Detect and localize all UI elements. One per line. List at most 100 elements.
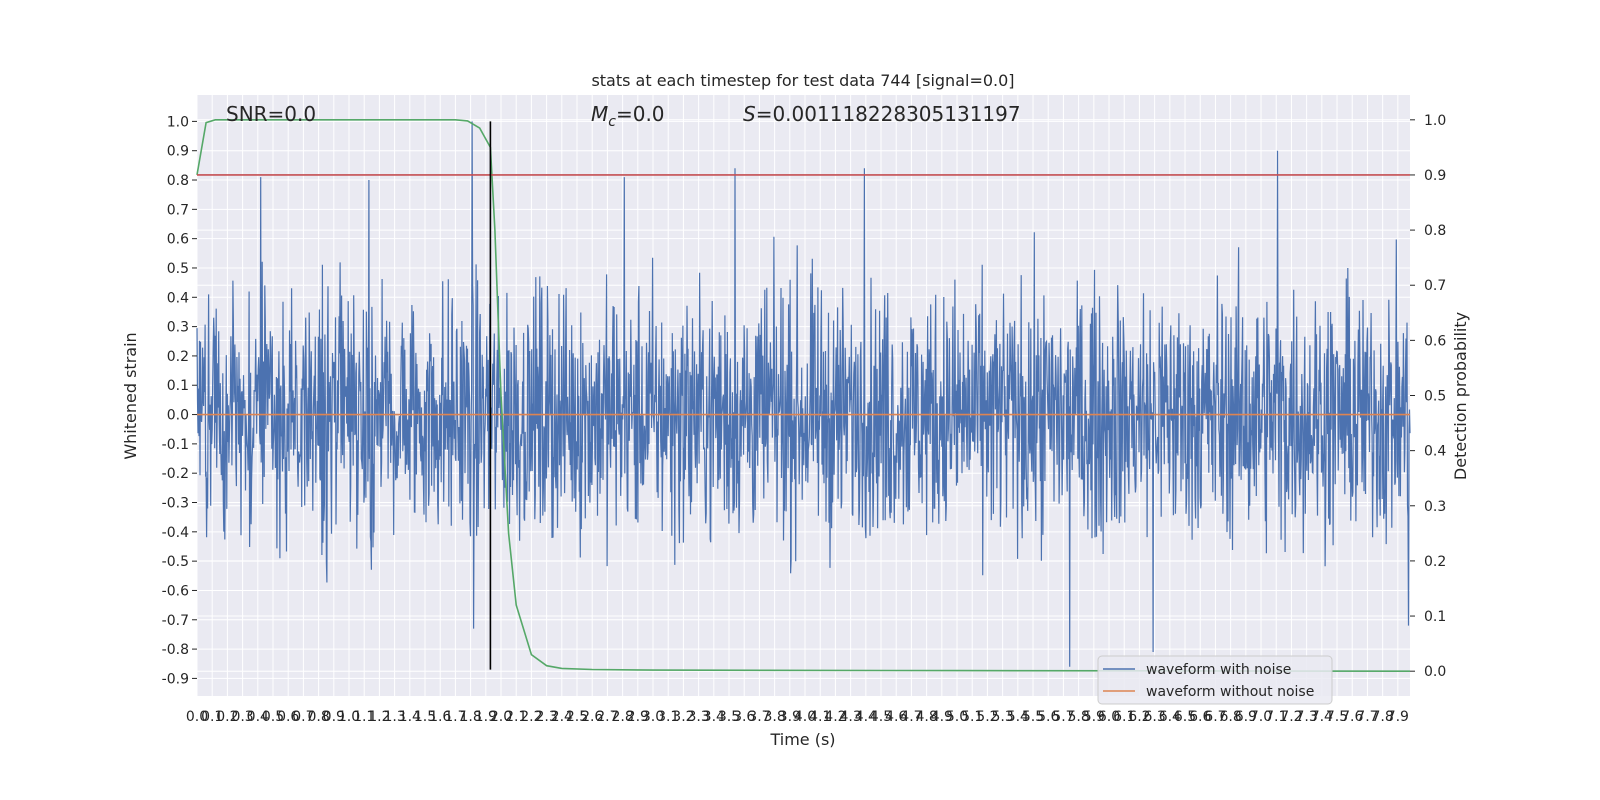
x-tick-label: 7.6 xyxy=(1341,709,1363,725)
x-tick-label: 1.9 xyxy=(475,709,497,725)
x-tick-label: 6.5 xyxy=(1174,709,1196,725)
y-tick-label-left: -0.8 xyxy=(162,642,189,658)
y-tick-label-right: 0.5 xyxy=(1424,389,1446,405)
x-tick-label: 5.5 xyxy=(1022,709,1044,725)
y-tick-label-left: 0.5 xyxy=(167,261,189,277)
x-tick-label: 3.2 xyxy=(672,709,694,725)
y-axis-label-right: Detection probability xyxy=(1451,312,1470,480)
legend-label-without-noise: waveform without noise xyxy=(1146,684,1314,700)
x-tick-label: 2.0 xyxy=(490,709,512,725)
x-tick-label: 6.8 xyxy=(1220,709,1242,725)
x-tick-label: 1.6 xyxy=(429,709,451,725)
y-tick-label-right: 0.8 xyxy=(1424,223,1446,239)
x-tick-label: 3.6 xyxy=(733,709,755,725)
detection-probability-line xyxy=(196,119,1411,672)
axes-layer: 0.00.10.20.30.40.50.60.70.80.91.01.11.21… xyxy=(162,113,1447,725)
x-tick-label: 7.5 xyxy=(1326,709,1348,725)
x-tick-label: 7.1 xyxy=(1265,709,1287,725)
x-tick-label: 0.6 xyxy=(277,709,299,725)
x-tick-label: 2.2 xyxy=(520,709,542,725)
data-layer xyxy=(196,119,1411,672)
y-tick-label-right: 1.0 xyxy=(1424,113,1446,129)
y-tick-label-right: 0.6 xyxy=(1424,333,1446,349)
x-tick-label: 4.3 xyxy=(839,709,861,725)
x-tick-label: 7.0 xyxy=(1250,709,1272,725)
x-tick-label: 4.5 xyxy=(870,709,892,725)
chart-title: stats at each timestep for test data 744… xyxy=(591,71,1014,90)
chirp-mass-subscript: c xyxy=(608,114,616,130)
x-tick-label: 1.7 xyxy=(444,709,466,725)
y-tick-label-left: 0.4 xyxy=(167,290,189,306)
y-tick-label-left: -0.2 xyxy=(162,466,189,482)
y-tick-label-left: 1.0 xyxy=(167,114,189,130)
x-tick-label: 3.8 xyxy=(763,709,785,725)
chirp-mass-symbol: M xyxy=(591,102,608,126)
x-tick-label: 2.3 xyxy=(535,709,557,725)
x-tick-label: 2.1 xyxy=(505,709,527,725)
x-tick-label: 6.2 xyxy=(1128,709,1150,725)
x-tick-label: 7.2 xyxy=(1280,709,1302,725)
x-tick-label: 5.9 xyxy=(1083,709,1105,725)
x-tick-label: 0.8 xyxy=(307,709,329,725)
x-tick-label: 5.8 xyxy=(1067,709,1089,725)
statistic-value: =0.001118228305131197 xyxy=(756,102,1021,126)
x-tick-label: 2.4 xyxy=(551,709,573,725)
x-tick-label: 3.0 xyxy=(642,709,664,725)
y-tick-label-right: 0.0 xyxy=(1424,664,1446,680)
x-tick-label: 0.2 xyxy=(216,709,238,725)
x-tick-label: 6.6 xyxy=(1189,709,1211,725)
y-tick-label-left: -0.4 xyxy=(162,525,189,541)
x-tick-label: 5.1 xyxy=(961,709,983,725)
y-tick-label-right: 0.4 xyxy=(1424,444,1446,460)
waveform-with-noise-line xyxy=(196,121,1411,667)
x-tick-label: 6.3 xyxy=(1143,709,1165,725)
x-tick-label: 1.5 xyxy=(414,709,436,725)
x-tick-label: 5.3 xyxy=(991,709,1013,725)
x-tick-label: 0.9 xyxy=(323,709,345,725)
x-tick-label: 2.7 xyxy=(596,709,618,725)
legend-label-with-noise: waveform with noise xyxy=(1146,662,1291,678)
x-tick-label: 3.7 xyxy=(748,709,770,725)
chirp-mass-annotation: Mc=0.0 xyxy=(591,102,665,130)
y-tick-label-left: 0.8 xyxy=(167,173,189,189)
x-tick-label: 1.2 xyxy=(368,709,390,725)
x-tick-label: 7.7 xyxy=(1356,709,1378,725)
y-tick-label-left: 0.0 xyxy=(167,408,189,424)
x-tick-label: 5.0 xyxy=(946,709,968,725)
x-tick-label: 2.5 xyxy=(566,709,588,725)
x-tick-label: 5.7 xyxy=(1052,709,1074,725)
y-tick-label-left: -0.3 xyxy=(162,496,189,512)
x-tick-label: 0.0 xyxy=(186,709,208,725)
x-tick-label: 0.1 xyxy=(201,709,223,725)
y-tick-label-right: 0.1 xyxy=(1424,609,1446,625)
x-tick-label: 1.1 xyxy=(353,709,375,725)
x-tick-label: 2.6 xyxy=(581,709,603,725)
y-tick-label-right: 0.9 xyxy=(1424,168,1446,184)
y-tick-label-right: 0.7 xyxy=(1424,278,1446,294)
x-tick-label: 3.5 xyxy=(718,709,740,725)
x-tick-label: 3.9 xyxy=(779,709,801,725)
x-tick-label: 4.8 xyxy=(915,709,937,725)
x-tick-label: 1.8 xyxy=(459,709,481,725)
y-tick-label-left: 0.2 xyxy=(167,349,189,365)
y-tick-label-left: -0.7 xyxy=(162,613,189,629)
statistic-symbol: S xyxy=(743,102,756,126)
x-tick-label: 1.4 xyxy=(399,709,421,725)
x-tick-label: 6.7 xyxy=(1204,709,1226,725)
x-tick-label: 6.1 xyxy=(1113,709,1135,725)
y-tick-label-left: -0.5 xyxy=(162,554,189,570)
x-tick-label: 1.3 xyxy=(383,709,405,725)
snr-annotation: SNR=0.0 xyxy=(226,102,316,126)
y-tick-label-left: 0.3 xyxy=(167,320,189,336)
statistic-annotation: S=0.001118228305131197 xyxy=(743,102,1021,126)
x-tick-label: 7.4 xyxy=(1311,709,1333,725)
x-tick-label: 4.0 xyxy=(794,709,816,725)
y-tick-label-right: 0.2 xyxy=(1424,554,1446,570)
x-tick-label: 7.3 xyxy=(1296,709,1318,725)
x-tick-label: 5.2 xyxy=(976,709,998,725)
x-tick-label: 6.4 xyxy=(1159,709,1181,725)
y-tick-label-left: -0.1 xyxy=(162,437,189,453)
y-tick-label-right: 0.3 xyxy=(1424,499,1446,515)
x-tick-label: 5.4 xyxy=(1007,709,1029,725)
